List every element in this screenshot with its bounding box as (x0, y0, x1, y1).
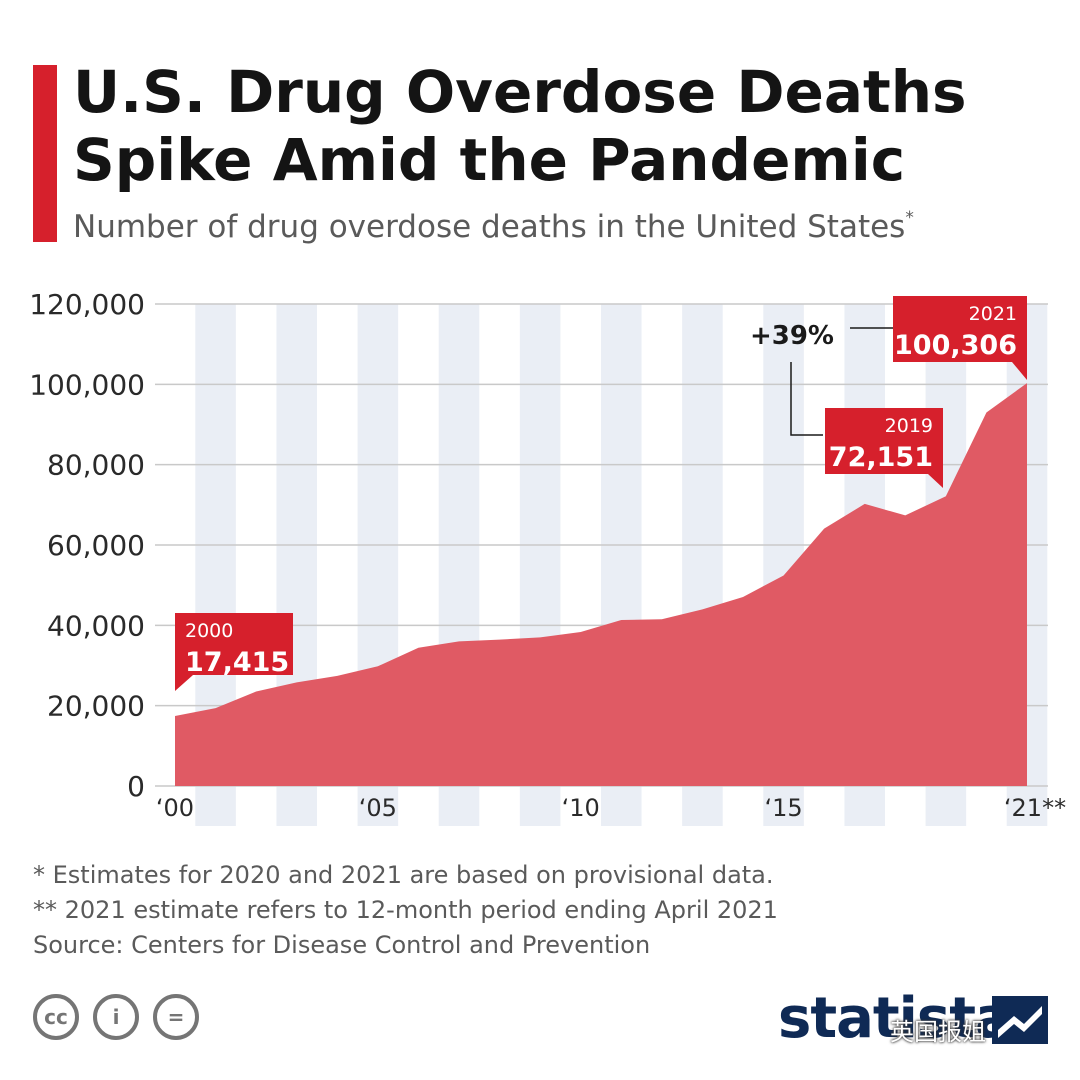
callout-pointer (175, 675, 193, 691)
statista-logo[interactable]: statista (778, 986, 1013, 1051)
page-subtitle: Number of drug overdose deaths in the Un… (73, 208, 914, 245)
callout-pointer (1012, 362, 1027, 380)
x-tick-label: ‘05 (359, 794, 397, 822)
callout-year: 2019 (885, 415, 933, 437)
callouts: 2000 17,415 2019 72,151 2021 100,306 +39% (175, 296, 1027, 691)
callout-box (893, 296, 1027, 362)
callout-box (175, 613, 293, 675)
overdose-area (175, 383, 1027, 786)
page-title: U.S. Drug Overdose Deaths Spike Amid the… (73, 58, 1053, 194)
y-tick-label: 40,000 (47, 609, 145, 642)
title-line-1: U.S. Drug Overdose Deaths (73, 58, 967, 126)
change-label: +39% (750, 321, 834, 351)
callout-box (825, 408, 943, 474)
no-derivatives-icon[interactable]: = (153, 994, 199, 1040)
attribution-icon[interactable]: i (93, 994, 139, 1040)
callout-year: 2000 (185, 620, 233, 642)
change-connector-bottom (790, 362, 823, 436)
source-note: Source: Centers for Disease Control and … (33, 931, 651, 959)
callout-2019: 2019 72,151 (825, 408, 943, 488)
footnote-2: ** 2021 estimate refers to 12-month peri… (33, 896, 778, 924)
x-tick-label: ‘15 (764, 794, 802, 822)
callout-year: 2021 (969, 303, 1017, 325)
callout-value: 17,415 (185, 647, 289, 678)
subtitle-footnote-mark: * (905, 208, 914, 228)
callout-value: 100,306 (894, 330, 1017, 361)
x-tick-label: ‘00 (156, 794, 194, 822)
callout-2021: 2021 100,306 (893, 296, 1027, 380)
creative-commons-icon[interactable]: cc (33, 994, 79, 1040)
callout-2000: 2000 17,415 (175, 613, 293, 691)
callout-value: 72,151 (829, 442, 933, 473)
overdose-area-chart: 020,00040,00060,00080,000100,000120,000 … (29, 288, 1066, 826)
y-tick-label: 100,000 (29, 368, 145, 401)
y-tick-label: 60,000 (47, 529, 145, 562)
x-tick-label: ‘10 (562, 794, 600, 822)
footnotes: * Estimates for 2020 and 2021 are based … (33, 858, 778, 963)
subtitle-text: Number of drug overdose deaths in the Un… (73, 209, 906, 245)
x-axis-labels: ‘00 ‘05 ‘10 ‘15 ‘21** (156, 794, 1066, 822)
callout-pointer (928, 474, 943, 488)
y-tick-label: 0 (127, 770, 145, 803)
x-tick-label: ‘21** (1004, 794, 1066, 822)
watermark-text: 英国报姐 (890, 1018, 986, 1046)
y-tick-label: 20,000 (47, 690, 145, 723)
statista-mark-icon (992, 996, 1048, 1044)
y-tick-label: 120,000 (29, 288, 145, 321)
license-icons: cc i = (33, 994, 199, 1040)
y-tick-label: 80,000 (47, 449, 145, 482)
title-line-2: Spike Amid the Pandemic (73, 126, 906, 194)
footnote-1: * Estimates for 2020 and 2021 are based … (33, 861, 774, 889)
accent-bar (33, 65, 57, 242)
area-layer (175, 383, 1027, 786)
y-axis-labels: 0 20,000 40,000 60,000 80,000 100,000 120,000 (29, 288, 145, 803)
